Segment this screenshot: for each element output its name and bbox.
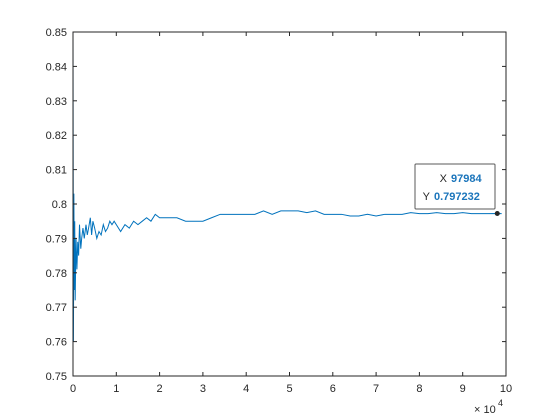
x-axis-exponent: × 10 4 — [474, 398, 503, 416]
x-tick-label: 2 — [157, 383, 163, 395]
y-tick-label: 0.85 — [46, 27, 67, 39]
y-tick-label: 0.83 — [46, 96, 67, 108]
y-tick-label: 0.75 — [46, 371, 67, 383]
x-tick-label: 4 — [243, 383, 249, 395]
y-tick-label: 0.77 — [46, 302, 67, 314]
x-tick-label: 1 — [113, 383, 119, 395]
x-exponent-power: 4 — [498, 398, 503, 408]
x-tick-label: 9 — [460, 383, 466, 395]
x-axis-ticks: 0 1 2 3 4 5 6 7 8 9 10 — [70, 32, 512, 395]
x-tick-label: 5 — [286, 383, 292, 395]
x-tick-label: 0 — [70, 383, 76, 395]
y-axis-ticks: 0.75 0.76 0.77 0.78 0.79 0.8 0.81 0.82 0.83 0.84 0… — [46, 27, 506, 383]
series-line — [72, 31, 502, 342]
y-tick-label: 0.82 — [46, 130, 67, 142]
y-tick-label: 0.76 — [46, 337, 67, 349]
x-tick-label: 8 — [416, 383, 422, 395]
series-group — [72, 31, 502, 342]
datatip-y-key: Y — [423, 191, 431, 203]
x-tick-label: 10 — [500, 383, 512, 395]
datatip-box — [414, 163, 496, 210]
datatip-x-key: X — [440, 173, 448, 185]
x-exponent-base: × 10 — [474, 404, 496, 416]
datatip-marker — [494, 211, 500, 217]
datatip[interactable]: X 97984 Y 0.797232 — [414, 163, 500, 217]
y-tick-label: 0.78 — [46, 268, 67, 280]
y-tick-label: 0.84 — [46, 61, 67, 73]
y-tick-label: 0.79 — [46, 233, 67, 245]
x-tick-label: 6 — [330, 383, 336, 395]
datatip-x-value: 97984 — [451, 173, 482, 185]
datatip-y-value: 0.797232 — [434, 191, 480, 203]
y-tick-label: 0.8 — [52, 199, 67, 211]
x-tick-label: 7 — [373, 383, 379, 395]
x-tick-label: 3 — [200, 383, 206, 395]
y-tick-label: 0.81 — [46, 165, 67, 177]
